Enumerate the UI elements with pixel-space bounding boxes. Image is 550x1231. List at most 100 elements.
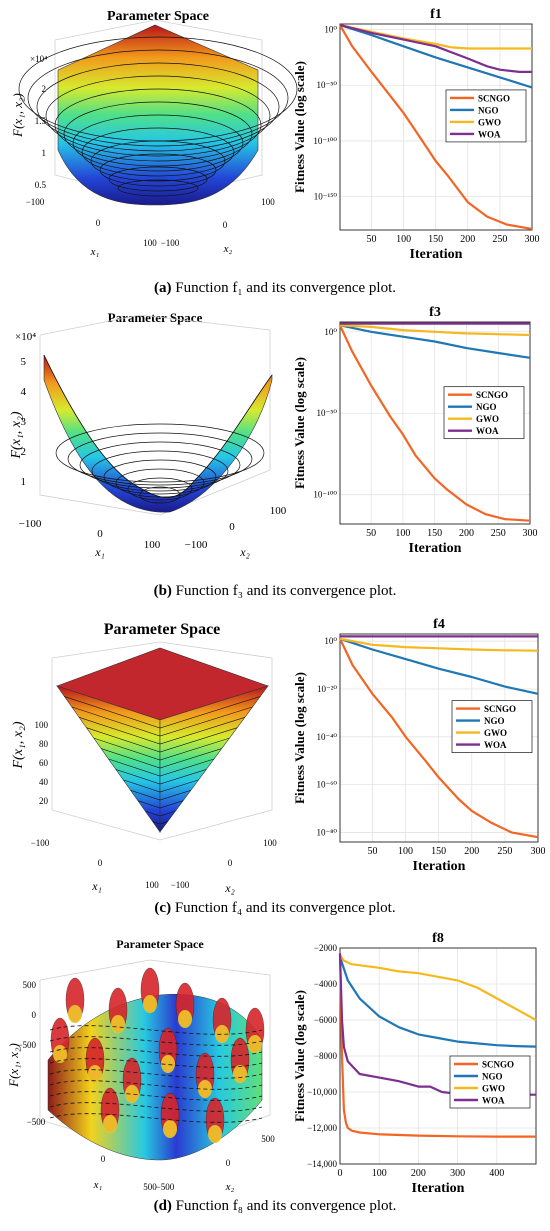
x-tick-label: 400	[489, 1168, 504, 1179]
y-tick-label: −2000	[314, 943, 338, 953]
legend-label-scngo: SCNGO	[482, 1060, 514, 1070]
surface-panel-2: Parameter Space 1 2 3 4 5 ×10⁴ −100 0 100 −100 0 100…	[9, 310, 287, 559]
surface-peak	[161, 1055, 175, 1073]
z-tick-label: 2	[21, 446, 27, 458]
chart-title: f8	[432, 931, 444, 946]
x-tick-label: 50	[366, 528, 376, 539]
y-tick-label: −100	[185, 539, 208, 551]
z-axis-label: F(x₁, x₂)	[6, 1043, 21, 1088]
x-tick-label: 0	[101, 1154, 106, 1164]
x-tick-label: 250	[491, 528, 506, 539]
z-tick-label: 2	[42, 84, 47, 94]
contour-line	[130, 789, 191, 801]
y-axis-label: x₂	[239, 545, 250, 559]
x-tick-label: 200	[464, 846, 479, 857]
contour-line	[86, 727, 238, 753]
series-line-gwo	[339, 637, 539, 652]
z-axis-label: F(x₁, x₂)	[9, 411, 24, 459]
z-multiplier: ×10⁴	[30, 54, 47, 64]
x-tick-label: 100	[145, 880, 159, 890]
legend-label-gwo: GWO	[482, 1084, 505, 1094]
x-tick-label: 50	[366, 234, 376, 245]
x-axis-label: Iteration	[409, 541, 462, 556]
y-tick-label: −4000	[314, 979, 338, 989]
x-tick-label: 500	[143, 1182, 157, 1192]
surface-panel-3: Parameter Space 20 40 60 80 100 −100 0 100 −100 0 1…	[11, 621, 277, 895]
x-tick-label: 0	[338, 1168, 343, 1179]
y-tick-label: 10⁻¹⁵⁰	[314, 192, 338, 202]
surface-panel-1: Parameter Space 0.5 1 1.5 2 ×10⁴ −100 0 100 −100 0…	[10, 9, 298, 258]
axis-box	[39, 959, 271, 1156]
y-tick-label: −6000	[314, 1015, 338, 1025]
surface-peak	[88, 1065, 102, 1083]
surface-title: Parameter Space	[107, 9, 209, 24]
contour-line	[64, 696, 261, 729]
contour-line	[63, 101, 253, 167]
z-tick-label: 1	[42, 148, 47, 158]
plot-frame	[339, 633, 539, 843]
contour-line	[81, 127, 235, 177]
y-tick-label: −100	[171, 880, 190, 890]
legend-label-scngo: SCNGO	[476, 390, 508, 400]
y-tick-label: 10⁻⁵⁰	[317, 408, 338, 418]
plot-frame	[339, 23, 533, 231]
z-tick-label: 80	[39, 739, 49, 749]
x-tick-label: 150	[428, 234, 443, 245]
contour-line	[43, 354, 273, 498]
contour-line	[71, 706, 253, 737]
contour-line	[103, 459, 217, 495]
surface-peak	[208, 1125, 222, 1143]
convergence-chart-f1: 50 100 150 200 250 300 10⁰ 10⁻⁵⁰ 10⁻¹⁰⁰ 10⁻¹⁵⁰ SCN…	[292, 7, 540, 262]
plot-frame	[339, 947, 537, 1165]
y-axis-label: x₂	[223, 243, 233, 255]
z-tick-label: 4	[21, 386, 27, 398]
y-tick-label: 10⁻¹⁰⁰	[313, 136, 337, 146]
legend-label-woa: WOA	[484, 740, 507, 750]
z-multiplier: ×10⁴	[15, 331, 36, 343]
surface-title: Parameter Space	[108, 310, 203, 325]
x-tick-label: 100	[398, 846, 413, 857]
series-line-gwo	[339, 324, 531, 337]
x-tick-label: 100	[372, 1168, 387, 1179]
series-line-scngo	[339, 638, 539, 839]
y-tick-label: 10⁻⁵⁰	[317, 80, 338, 90]
series-line-gwo	[339, 954, 537, 1021]
z-tick-label: 0	[32, 1010, 37, 1020]
x-tick-label: −500	[27, 1117, 46, 1127]
x-axis-label: x₁	[90, 246, 100, 258]
legend-label-woa: WOA	[478, 129, 501, 139]
contour-line	[91, 450, 229, 492]
contour-line	[93, 737, 230, 761]
x-tick-label: 300	[525, 234, 540, 245]
contour-line	[72, 114, 244, 172]
z-tick-label: 500	[23, 980, 37, 990]
surface-title: Parameter Space	[116, 937, 204, 951]
x-axis-label: x₁	[94, 545, 105, 559]
contour-line	[117, 179, 199, 197]
series-line-ngo	[339, 324, 531, 359]
z-tick-label: 5	[21, 356, 27, 368]
legend: SCNGO NGO GWO WOA	[445, 89, 527, 143]
surface-panel-4: Parameter Space−5000500−5000500−5000500x…	[6, 937, 275, 1193]
z-tick-label: 40	[39, 777, 49, 787]
contour-line	[145, 810, 176, 817]
caption-d: (d) Function f₈ and its convergence plot…	[153, 1198, 397, 1214]
contour-line	[27, 49, 289, 147]
convergence-chart-f4: 50 100 150 200 250 300 10⁰ 10⁻²⁰ 10⁻⁴⁰ 10⁻⁶⁰ 10⁻⁸⁰…	[292, 617, 546, 874]
contour-line	[137, 800, 184, 809]
chart-title: f4	[433, 617, 445, 632]
x-tick-label: 0	[96, 218, 101, 228]
legend: SCNGO NGO GWO WOA	[449, 1055, 531, 1109]
series-line-scngo	[339, 324, 531, 522]
series-line-woa	[339, 24, 532, 73]
z-tick-label: −500	[17, 1040, 36, 1050]
x-tick-label: 250	[492, 234, 507, 245]
y-tick-label: 10⁻²⁰	[317, 684, 337, 694]
contour-line	[78, 716, 245, 745]
z-tick-label: 100	[35, 720, 49, 730]
x-tick-label: 50	[367, 846, 377, 857]
y-tick-label: 10⁻⁸⁰	[317, 827, 338, 837]
surface-peak	[111, 1015, 125, 1033]
y-axis-label: x₂	[225, 1181, 235, 1193]
